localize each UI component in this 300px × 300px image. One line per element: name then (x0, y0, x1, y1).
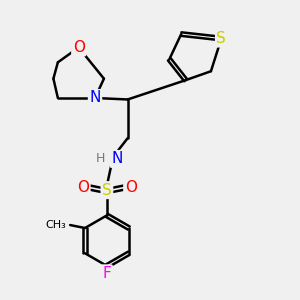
Text: F: F (103, 266, 111, 281)
Text: S: S (217, 31, 226, 46)
Text: CH₃: CH₃ (45, 220, 66, 230)
Text: N: N (111, 152, 123, 166)
Text: O: O (125, 180, 137, 195)
Text: N: N (89, 91, 101, 106)
Text: S: S (102, 183, 112, 198)
Text: O: O (77, 180, 89, 195)
Text: H: H (96, 152, 105, 165)
Text: O: O (73, 40, 85, 55)
